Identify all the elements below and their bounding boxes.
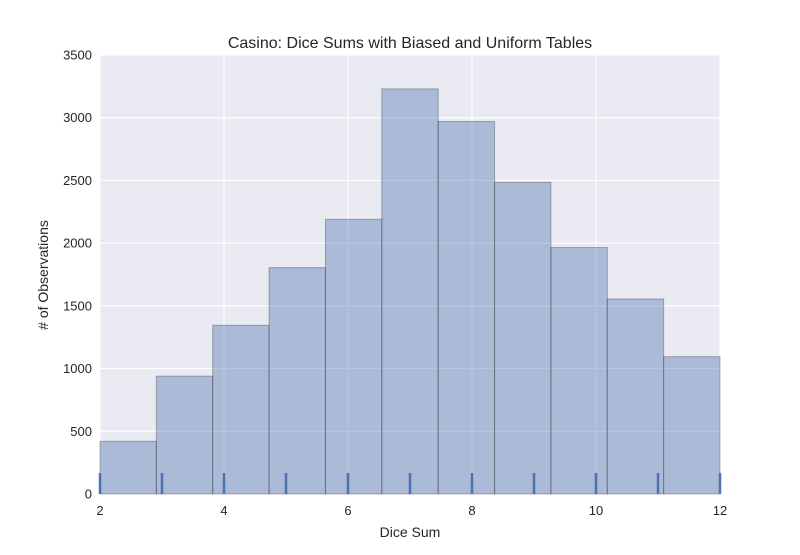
histogram-bar (324, 218, 383, 495)
y-tick-label: 2500 (63, 173, 92, 188)
histogram-bar (437, 120, 496, 495)
y-tick-label: 500 (70, 424, 92, 439)
x-tick-label: 8 (468, 503, 475, 518)
x-tick-label: 4 (220, 503, 227, 518)
y-tick-label: 2000 (63, 236, 92, 251)
x-axis-label: Dice Sum (380, 524, 441, 540)
x-tick-label: 12 (713, 503, 727, 518)
y-tick-label: 3500 (63, 48, 92, 63)
y-tick-labels: 0 500 1000 1500 2000 2500 3000 3500 (63, 48, 92, 502)
grid-lines (99, 54, 721, 495)
histogram-bar (663, 356, 721, 495)
histogram-bar (550, 247, 608, 495)
y-tick-label: 0 (85, 487, 92, 502)
x-tick-label: 10 (589, 503, 603, 518)
x-tick-label: 2 (96, 503, 103, 518)
histogram-bar (606, 298, 665, 495)
x-tick-labels: 2 4 6 8 10 12 (96, 503, 727, 518)
histogram-bar (212, 324, 270, 495)
x-tick-label: 6 (344, 503, 351, 518)
y-tick-label: 3000 (63, 110, 92, 125)
y-tick-label: 1000 (63, 361, 92, 376)
histogram-bars (99, 88, 721, 495)
histogram-bar (155, 375, 214, 495)
histogram-bar (268, 267, 326, 495)
plot-background (100, 55, 720, 494)
rug-marks (98, 473, 722, 494)
y-tick-label: 1500 (63, 298, 92, 313)
chart-title: Casino: Dice Sums with Biased and Unifor… (228, 35, 592, 52)
y-axis-label: # of Observations (35, 220, 51, 330)
histogram-bar (494, 181, 552, 495)
histogram-bar (99, 440, 157, 495)
histogram-bar (381, 88, 439, 495)
